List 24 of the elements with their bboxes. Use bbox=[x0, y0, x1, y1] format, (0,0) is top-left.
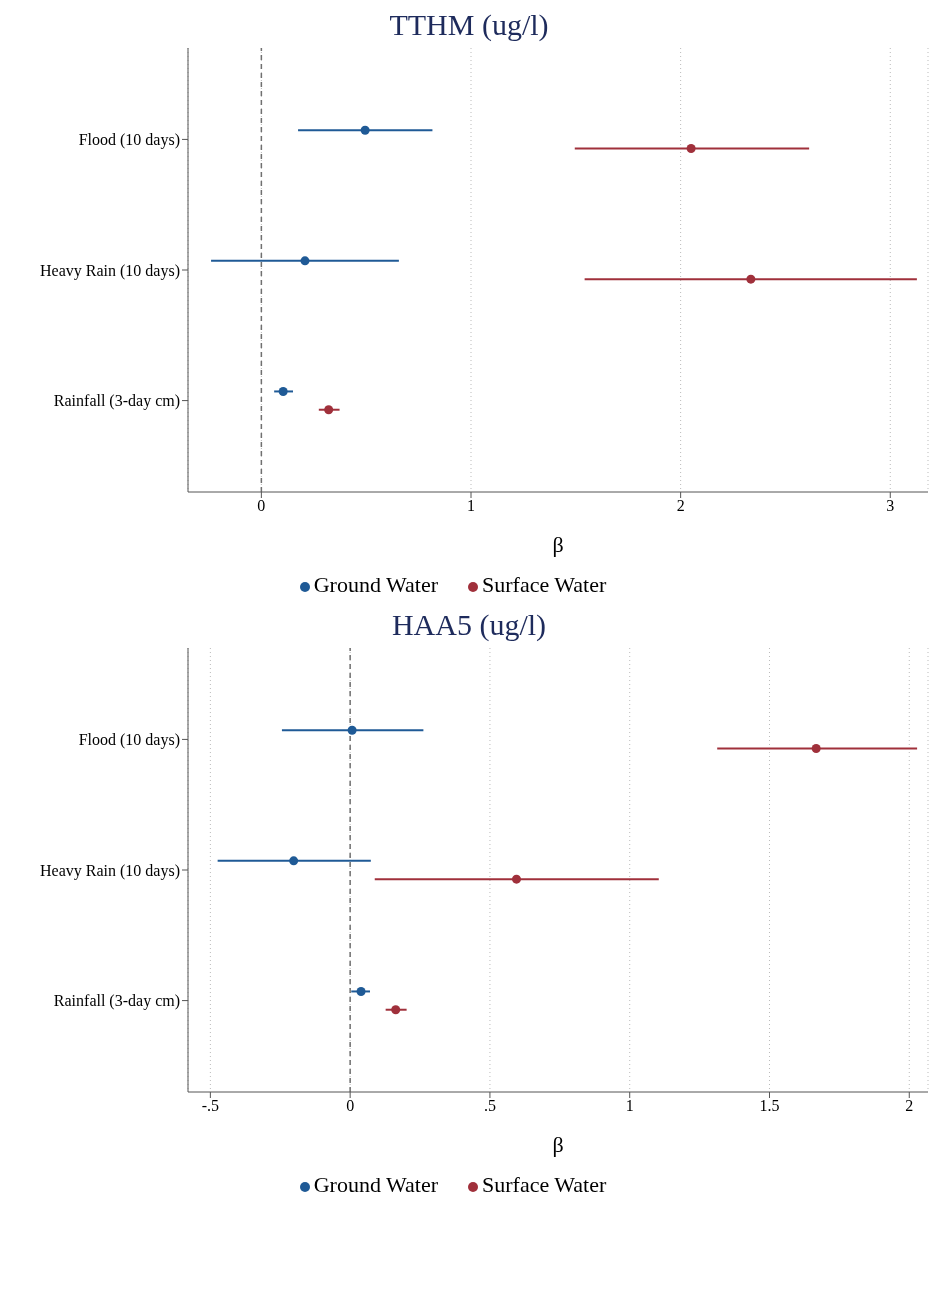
x-axis-title: β bbox=[552, 532, 564, 557]
y-tick-label: Rainfall (3-day cm) bbox=[53, 992, 180, 1011]
legend-label: Ground Water bbox=[313, 572, 439, 597]
y-tick-label: Flood (10 days) bbox=[78, 731, 180, 750]
legend-label: Surface Water bbox=[482, 572, 607, 597]
x-tick-label: 2 bbox=[676, 497, 685, 515]
x-tick-label: 2 bbox=[905, 1097, 914, 1115]
legend-label: Ground Water bbox=[313, 1172, 439, 1197]
x-tick-label: -.5 bbox=[201, 1097, 220, 1115]
y-tick-label: Heavy Rain (10 days) bbox=[40, 861, 180, 880]
x-tick-label: 1 bbox=[467, 497, 475, 515]
chart-title: TTHM (ug/l) bbox=[388, 8, 550, 43]
x-axis-title: β bbox=[552, 1132, 564, 1157]
x-tick-label: 1.5 bbox=[759, 1097, 780, 1115]
legend-label: Surface Water bbox=[482, 1172, 607, 1197]
y-tick-label: Rainfall (3-day cm) bbox=[53, 392, 180, 411]
x-tick-label: 0 bbox=[346, 1097, 355, 1115]
y-tick-label: Heavy Rain (10 days) bbox=[40, 261, 180, 280]
y-tick-label: Flood (10 days) bbox=[78, 131, 180, 150]
x-tick-label: 0 bbox=[257, 497, 266, 515]
x-tick-label: 3 bbox=[886, 497, 895, 515]
x-tick-label: .5 bbox=[483, 1097, 496, 1115]
x-tick-label: 1 bbox=[625, 1097, 634, 1115]
chart-title: HAA5 (ug/l) bbox=[390, 608, 548, 643]
